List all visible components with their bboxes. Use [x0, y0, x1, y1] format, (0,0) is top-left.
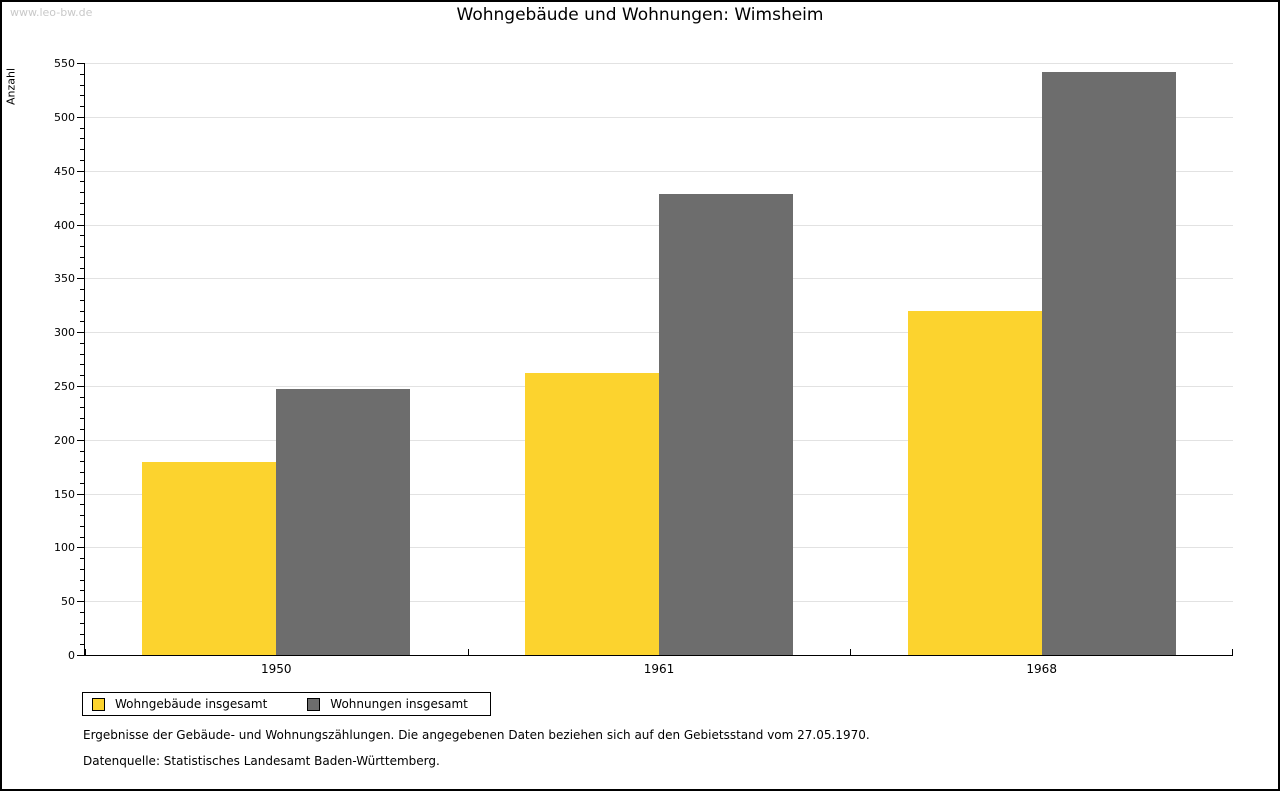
y-axis-minor-tick	[80, 429, 85, 430]
y-axis-minor-tick	[80, 289, 85, 290]
y-axis-major-tick	[77, 493, 85, 495]
y-axis-minor-tick	[80, 310, 85, 312]
y-axis-minor-tick	[80, 396, 85, 398]
y-axis-tick-label: 400	[54, 218, 75, 232]
y-axis-title: Anzahl	[4, 67, 18, 106]
y-axis-tick-label: 50	[61, 595, 75, 609]
bar	[142, 462, 277, 655]
y-axis-major-tick	[77, 547, 85, 549]
y-axis-major-tick	[77, 655, 85, 656]
bar	[276, 389, 411, 655]
y-axis-tick-label: 300	[54, 326, 75, 340]
footnote-text: Ergebnisse der Gebäude- und Wohnungszähl…	[83, 728, 870, 742]
y-axis-minor-tick	[80, 149, 85, 151]
y-axis-minor-tick	[80, 590, 85, 592]
gridline	[85, 170, 1233, 172]
y-axis-tick-label: 0	[68, 649, 75, 662]
y-axis-tick-label: 350	[54, 272, 75, 286]
gridline	[85, 116, 1233, 118]
y-axis-major-tick	[77, 439, 85, 441]
source-text: Datenquelle: Statistisches Landesamt Bad…	[83, 754, 440, 768]
y-axis-major-tick	[77, 116, 85, 118]
y-axis-minor-tick	[80, 633, 85, 635]
y-axis-minor-tick	[80, 202, 85, 204]
y-axis-minor-tick	[80, 246, 85, 247]
x-axis-tick	[85, 649, 86, 655]
x-axis-category-label: 1950	[261, 662, 292, 676]
y-axis-major-tick	[77, 63, 85, 64]
y-axis-minor-tick	[80, 73, 85, 75]
y-axis-tick-label: 550	[54, 57, 75, 70]
y-axis-minor-tick	[80, 579, 85, 581]
x-axis-category-label: 1968	[1026, 662, 1057, 676]
y-axis-minor-tick	[80, 472, 85, 473]
y-axis-minor-tick	[80, 525, 85, 527]
y-axis-minor-tick	[80, 127, 85, 129]
legend: Wohngebäude insgesamt Wohnungen insgesamt	[82, 692, 491, 716]
y-axis-minor-tick	[80, 84, 85, 86]
y-axis-minor-tick	[80, 461, 85, 463]
y-axis-minor-tick	[80, 568, 85, 570]
x-axis-tick	[467, 649, 469, 655]
y-axis-major-tick	[77, 278, 85, 280]
bar	[907, 310, 1042, 655]
legend-label: Wohnungen insgesamt	[330, 697, 468, 711]
y-axis-minor-tick	[80, 299, 85, 301]
y-axis-minor-tick	[80, 321, 85, 323]
y-axis-minor-tick	[80, 418, 85, 420]
y-axis-minor-tick	[80, 504, 85, 506]
y-axis-tick-label: 450	[54, 164, 75, 178]
y-axis-tick-label: 250	[54, 379, 75, 393]
y-axis-tick-label: 150	[54, 487, 75, 501]
y-axis-minor-tick	[80, 159, 85, 161]
y-axis-tick-label: 500	[54, 110, 75, 124]
y-axis-minor-tick	[80, 482, 85, 484]
legend-item: Wohnungen insgesamt	[307, 697, 468, 711]
y-axis-minor-tick	[80, 622, 85, 624]
bar	[659, 194, 793, 655]
y-axis-minor-tick	[80, 375, 85, 377]
y-axis-minor-tick	[80, 611, 85, 613]
y-axis-major-tick	[77, 332, 85, 334]
y-axis-minor-tick	[80, 364, 85, 366]
y-axis-minor-tick	[80, 267, 85, 269]
y-axis-tick-label: 100	[54, 541, 75, 555]
x-axis-tick	[850, 649, 852, 655]
bar	[1041, 71, 1176, 655]
y-axis-minor-tick	[80, 342, 85, 344]
y-axis-minor-tick	[80, 138, 85, 140]
y-axis-minor-tick	[80, 450, 85, 452]
y-axis-minor-tick	[80, 536, 85, 538]
bar	[525, 373, 659, 655]
x-axis-tick	[1232, 649, 1233, 655]
y-axis-minor-tick	[80, 213, 85, 215]
y-axis-minor-tick	[80, 192, 85, 194]
chart-title: Wohngebäude und Wohnungen: Wimsheim	[456, 5, 824, 25]
y-axis-major-tick	[77, 170, 85, 172]
y-axis-tick-label: 200	[54, 433, 75, 447]
gridline	[85, 63, 1233, 64]
y-axis-major-tick	[77, 224, 85, 226]
y-axis-minor-tick	[80, 558, 85, 560]
y-axis-minor-tick	[80, 95, 85, 97]
legend-swatch	[92, 697, 105, 711]
y-axis-major-tick	[77, 601, 85, 603]
legend-label: Wohngebäude insgesamt	[115, 697, 268, 711]
y-axis-minor-tick	[80, 235, 85, 237]
plot-area: 0 50 100 150 200 250 300 350 400 450 500 550 1950 196…	[54, 58, 1233, 676]
y-axis-minor-tick	[80, 644, 85, 646]
y-axis-minor-tick	[80, 353, 85, 355]
y-axis-minor-tick	[80, 256, 85, 258]
y-axis-minor-tick	[80, 106, 85, 108]
watermark: www.leo-bw.de	[10, 6, 93, 19]
legend-swatch	[307, 697, 321, 711]
legend-item: Wohngebäude insgesamt	[92, 697, 267, 711]
y-axis-minor-tick	[80, 407, 85, 409]
y-axis-minor-tick	[80, 515, 85, 517]
y-axis-minor-tick	[80, 181, 85, 183]
x-axis-category-label: 1961	[643, 662, 675, 676]
y-axis-major-tick	[77, 385, 85, 387]
